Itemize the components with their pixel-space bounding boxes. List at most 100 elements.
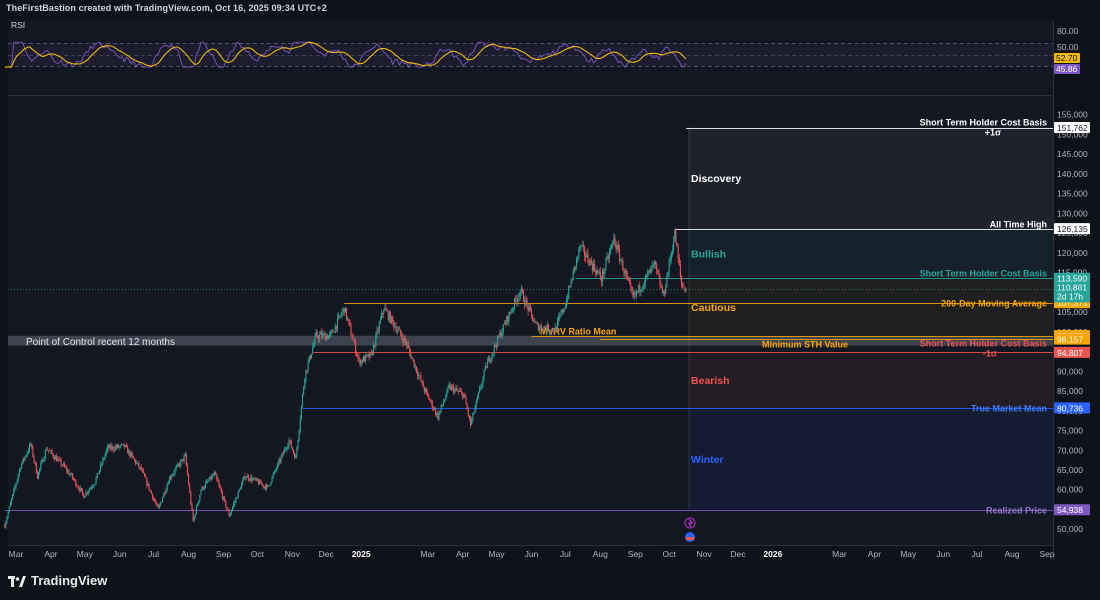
candle-body — [75, 479, 77, 486]
candle-body — [323, 333, 325, 335]
candle-body — [338, 315, 340, 318]
candle-body — [33, 456, 35, 462]
candle-body — [17, 474, 19, 480]
candle-body — [573, 266, 575, 271]
candle-body — [370, 352, 372, 354]
candle-body — [664, 291, 666, 294]
candle-body — [476, 397, 478, 401]
candle-body — [380, 313, 383, 320]
candle-body — [602, 271, 604, 282]
candle-body — [402, 337, 404, 343]
candle-body — [26, 452, 28, 456]
time-tick-label: Mar — [832, 549, 847, 559]
candle-body — [495, 346, 498, 347]
candle-body — [304, 379, 306, 388]
candle-body — [651, 266, 653, 267]
candle-body — [501, 332, 503, 337]
candle-body — [326, 335, 328, 339]
candle-body — [548, 331, 551, 333]
candle-body — [127, 446, 129, 454]
candle-body — [87, 491, 89, 494]
candle-body — [157, 504, 159, 509]
candle-body — [111, 446, 113, 449]
candle-body — [572, 270, 574, 281]
candle-body — [354, 341, 357, 354]
candle-body — [173, 473, 175, 475]
candle-body — [499, 332, 501, 338]
candle-body — [503, 323, 505, 325]
candle-body — [547, 324, 549, 332]
current-price-tag-bg — [1054, 282, 1090, 303]
candle-body — [458, 391, 460, 393]
candle-body — [658, 273, 660, 278]
candle-body — [49, 450, 51, 452]
candle-body — [534, 321, 536, 323]
time-tick-label: Aug — [593, 549, 608, 559]
candle-body — [201, 486, 203, 491]
candle-body — [576, 258, 578, 267]
candle-body — [680, 275, 683, 285]
candle-body — [362, 356, 364, 362]
candle-body — [206, 481, 208, 484]
candle-body — [480, 387, 482, 389]
candle-body — [158, 505, 160, 509]
candle-body — [241, 483, 243, 490]
candle-body — [571, 280, 573, 281]
candle-body — [105, 450, 107, 455]
candle-body — [438, 413, 440, 420]
candle-body — [233, 503, 235, 507]
candle-body — [595, 270, 597, 275]
candle-body — [396, 330, 398, 332]
candle-body — [524, 301, 526, 306]
candle-body — [431, 400, 433, 408]
candle-body — [306, 370, 308, 371]
candle-body — [586, 253, 588, 258]
candle-body — [10, 498, 13, 504]
candle-body — [166, 484, 168, 490]
candle-body — [405, 341, 407, 346]
candle-body — [515, 298, 517, 300]
time-tick-label: Jul — [972, 549, 983, 559]
candle-body — [532, 314, 534, 321]
candle-body — [666, 276, 668, 288]
tradingview-brand[interactable]: TradingView — [8, 573, 107, 588]
candle-body — [378, 323, 380, 332]
price-tick-label: 85,000 — [1057, 386, 1083, 396]
candle-body — [208, 480, 210, 482]
candle-body — [246, 475, 248, 478]
candle-body — [622, 260, 624, 271]
candle-body — [461, 391, 463, 393]
candle-body — [506, 316, 508, 324]
candle-body — [334, 325, 336, 333]
candle-body — [268, 485, 270, 487]
candle-body — [365, 354, 367, 362]
time-tick-label: Jul — [148, 549, 159, 559]
candle-body — [128, 450, 130, 454]
candle-body — [332, 330, 334, 333]
candle-body — [385, 308, 387, 311]
candle-body — [197, 504, 199, 506]
price-tag: 107,371 — [1057, 298, 1088, 308]
time-tick-label: Sep — [628, 549, 643, 559]
candle-body — [468, 415, 471, 418]
event-flash-icon — [684, 517, 696, 529]
candle-body — [305, 370, 307, 380]
candle-body — [273, 470, 275, 475]
candle-body — [32, 446, 34, 457]
candle-body — [74, 479, 76, 481]
candle-body — [646, 274, 648, 276]
candle-body — [633, 292, 635, 297]
candle-body — [459, 391, 461, 393]
candle-body — [318, 334, 320, 339]
candle-body — [360, 360, 362, 365]
level-label: Short Term Holder Cost Basis — [920, 339, 1047, 349]
candle-body — [77, 486, 79, 489]
candle-body — [309, 355, 311, 359]
candle-body — [683, 286, 685, 288]
candle-body — [351, 335, 353, 339]
price-tag: 54,938 — [1057, 505, 1083, 515]
candle-body — [454, 389, 456, 393]
candle-body — [66, 467, 68, 472]
candle-body — [150, 490, 152, 494]
